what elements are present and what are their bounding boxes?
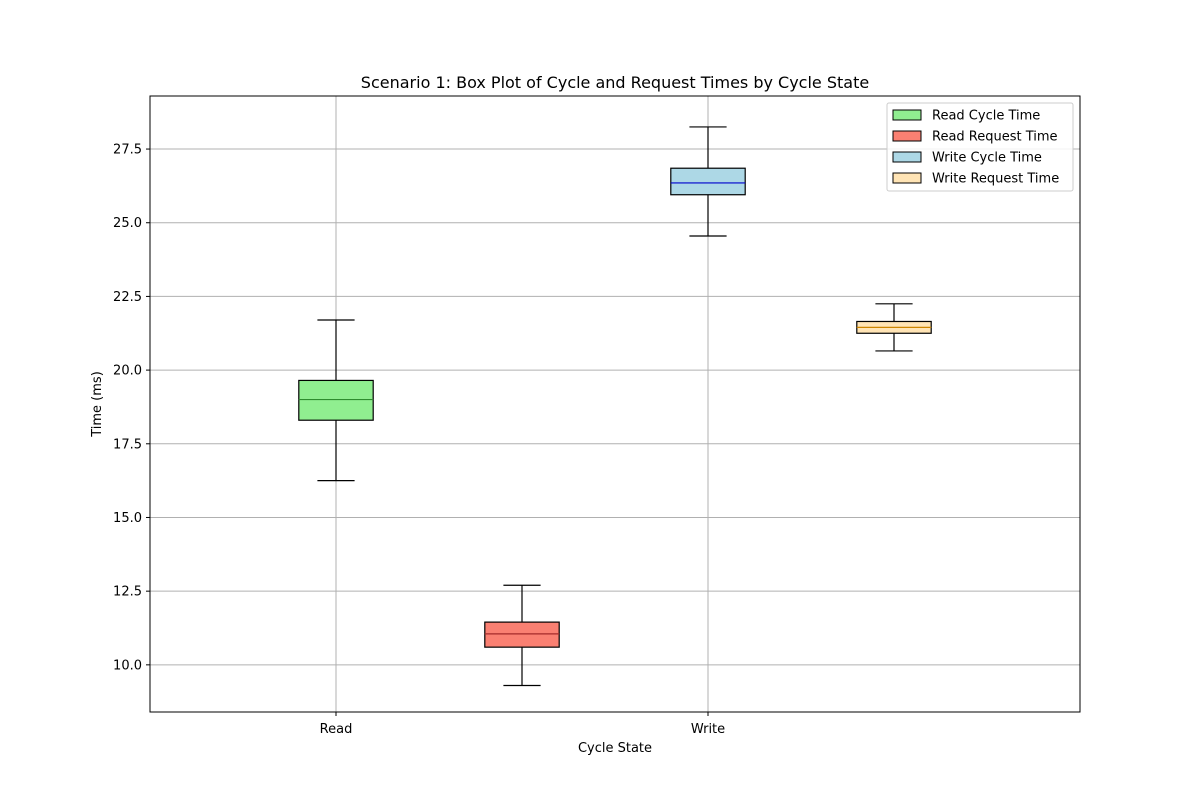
y-tick-label: 27.5 [113,143,142,158]
legend-item: Write Request Time [892,172,1059,187]
chart-title: Scenario 1: Box Plot of Cycle and Reques… [361,73,869,92]
legend-swatch [892,172,922,184]
legend-item: Read Request Time [892,130,1058,145]
y-tick-label: 25.0 [113,216,142,231]
legend-label: Write Request Time [932,172,1059,187]
legend-label: Read Cycle Time [932,109,1040,124]
legend-frame [886,102,1074,192]
box-write-request-time [856,303,932,352]
legend-swatch [892,130,922,142]
box-read-cycle-time [298,319,374,482]
x-axis-label: Cycle State [578,741,652,756]
legend-swatch [892,151,922,163]
x-tick-label: Read [320,722,353,737]
legend: Read Cycle Time Read Request Time Write Cy… [886,102,1074,192]
y-tick-label: 12.5 [113,585,142,600]
box-write-cycle-time [670,126,746,237]
legend-label: Read Request Time [932,130,1058,145]
y-axis-label: Time (ms) [90,371,105,438]
y-tick-label: 17.5 [113,437,142,452]
box-iqr [298,379,374,421]
y-tick-label: 22.5 [113,290,142,305]
y-tick-label: 10.0 [113,658,142,673]
legend-label: Write Cycle Time [932,151,1042,166]
box-iqr [670,167,746,196]
y-tick-label: 15.0 [113,511,142,526]
legend-swatch [892,109,922,121]
legend-item: Read Cycle Time [892,109,1040,124]
box-read-request-time [484,584,560,687]
legend-item: Write Cycle Time [892,151,1042,166]
box-plot-series [298,126,932,687]
x-tick-label: Write [691,722,725,737]
box-iqr [484,621,560,648]
plot-area-frame [149,95,1081,713]
y-tick-label: 20.0 [113,364,142,379]
axis-ticks: 10.0 12.5 15.0 17.5 20.0 22.5 25.0 27.5 Read Writ… [113,143,725,737]
